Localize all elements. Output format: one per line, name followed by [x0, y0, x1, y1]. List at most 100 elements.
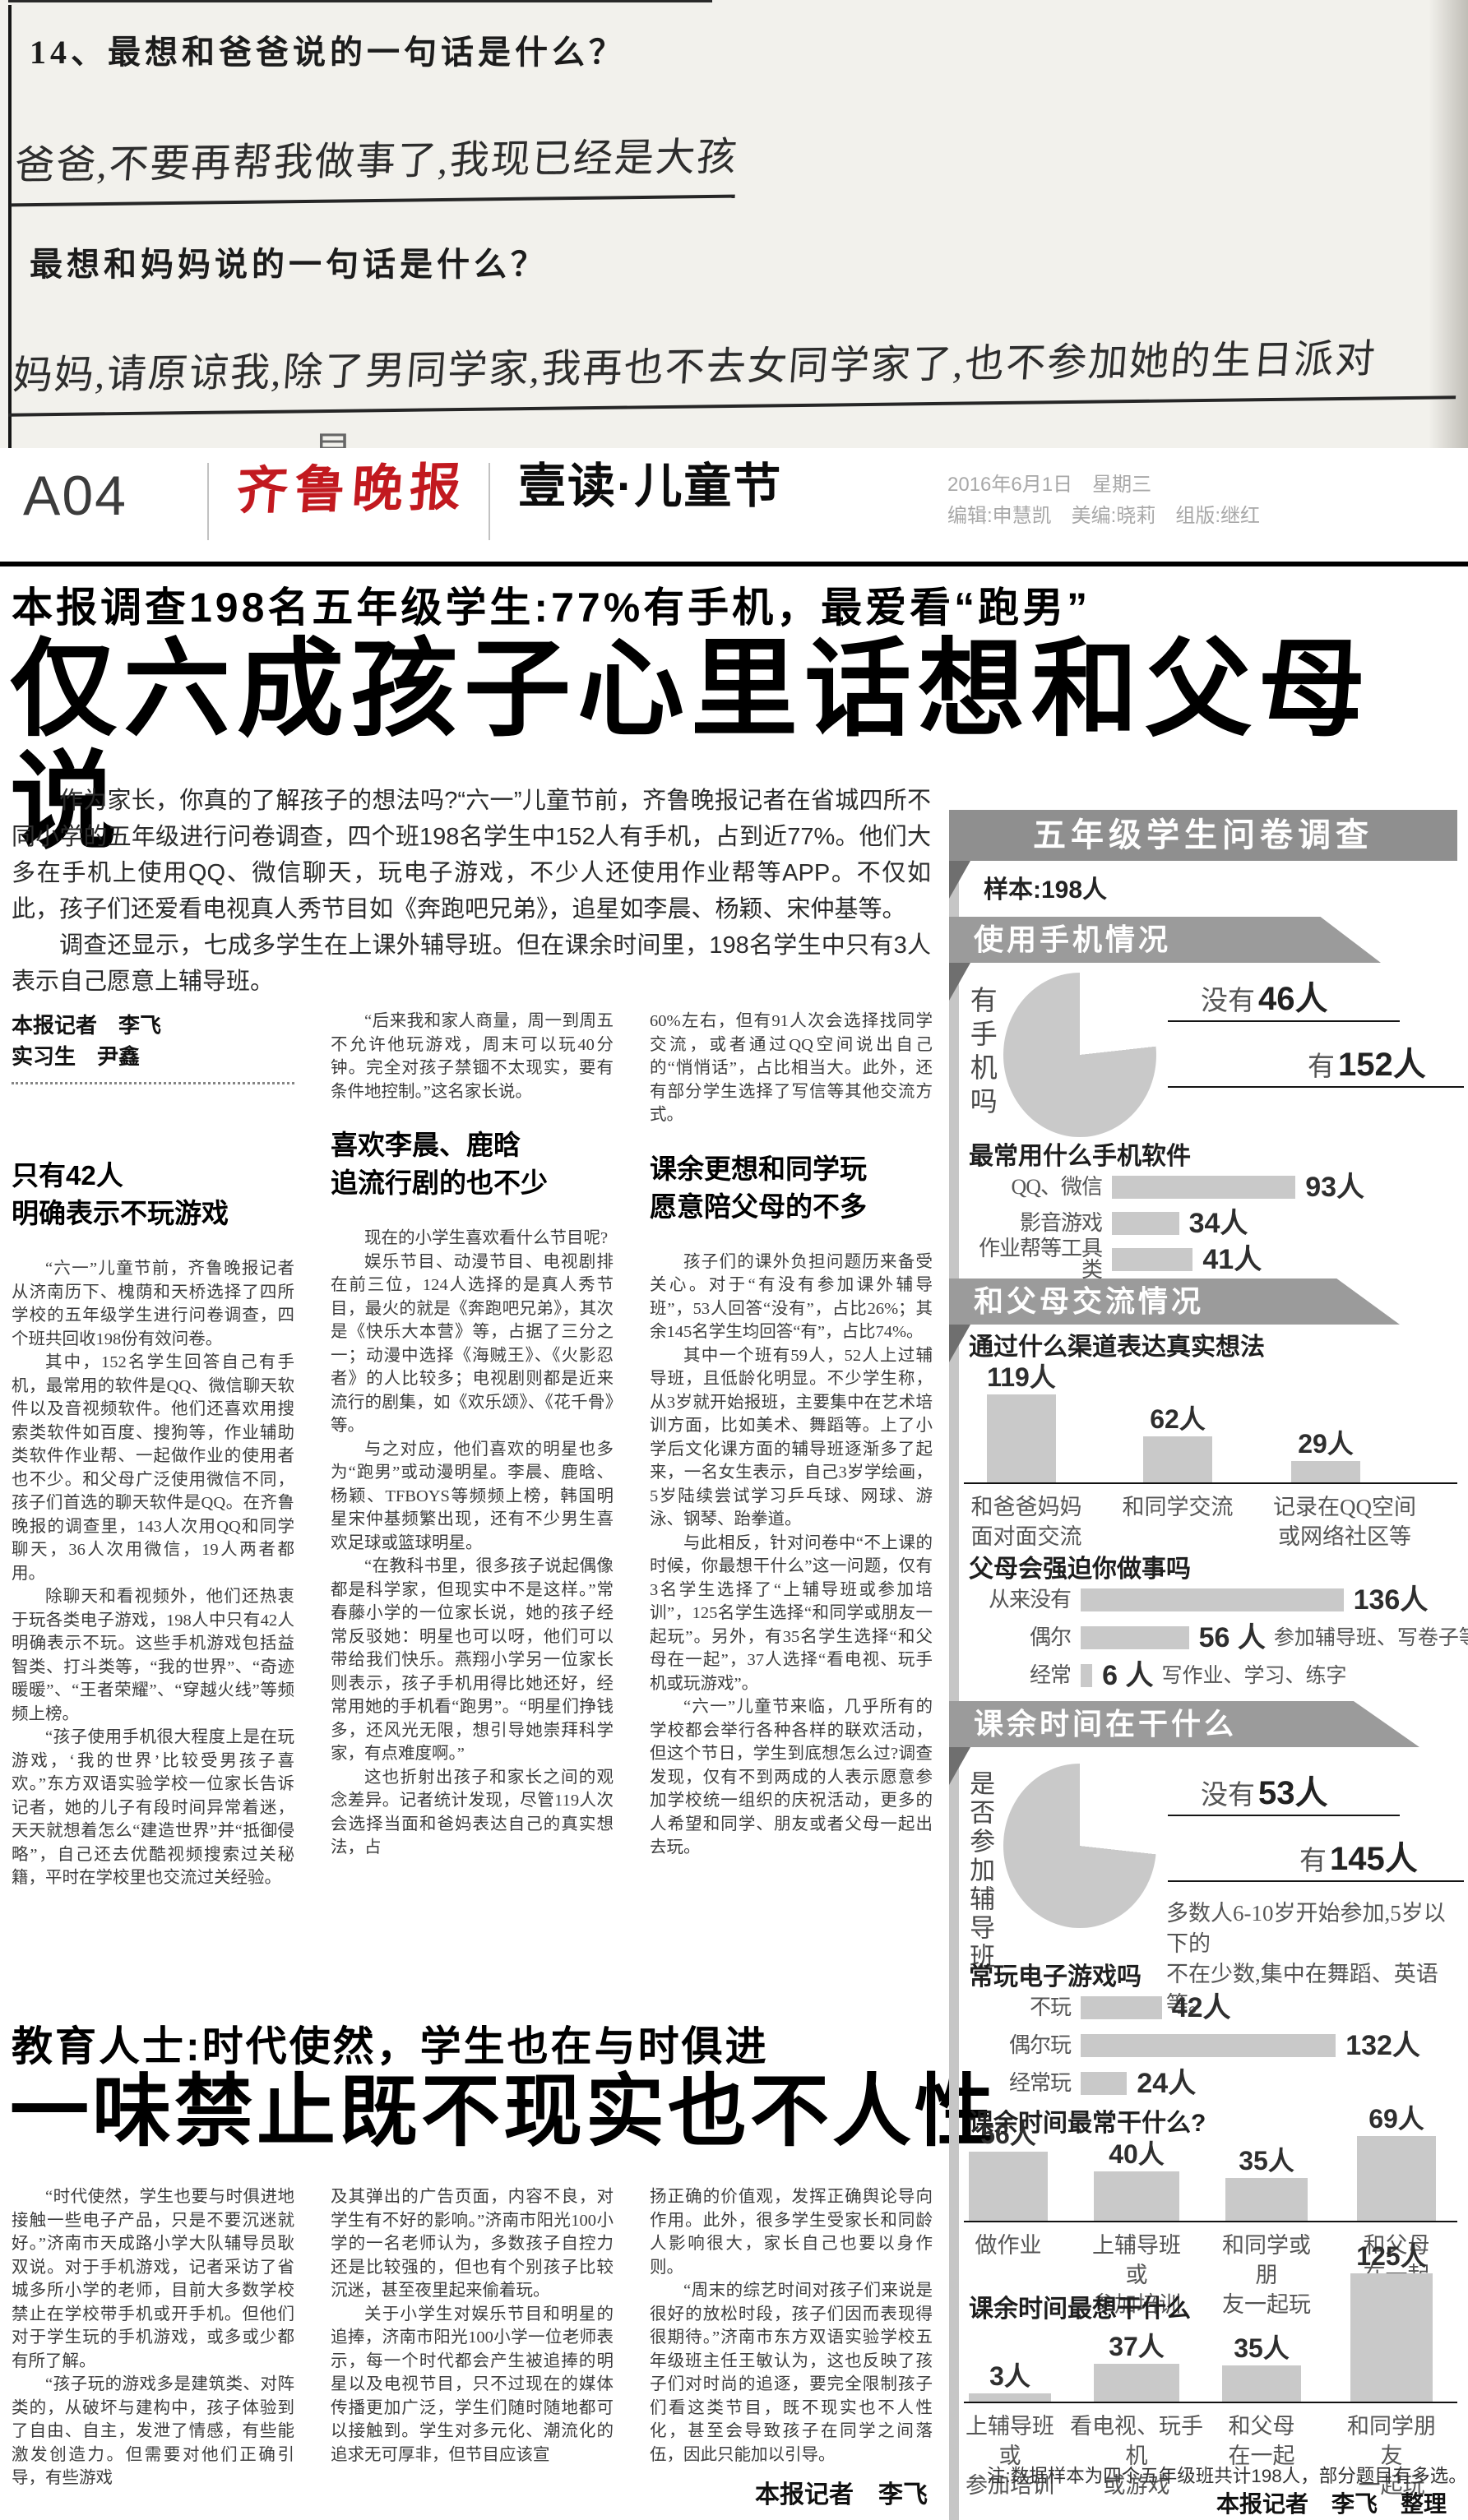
- bar-category-label: 上辅导班或 参加培训: [1092, 2233, 1181, 2317]
- masthead-divider: [207, 463, 209, 540]
- main-kicker: 本报调查198名五年级学生:77%有手机，最爱看“跑男”: [12, 585, 1091, 631]
- bar-row-force: 经常 6 人 写作业、学习、练字: [964, 1662, 1466, 1690]
- bar-value: 35人: [1234, 2333, 1290, 2364]
- sub-article-credit: 本报记者 李飞: [755, 2481, 928, 2508]
- bar-value: 40人: [1109, 2139, 1165, 2169]
- slice-label: 没有: [1201, 1781, 1255, 1810]
- bar-label: QQ、微信: [1011, 1175, 1103, 1199]
- bar: [1081, 1996, 1162, 2019]
- article-column-3: 60%左右，但有91人次会选择找同学交流，或者通过QQ空间说出自己的“悄悄话”，…: [650, 1010, 933, 2009]
- main-article-columns: 本报记者 李飞 实习生 尹鑫 只有42人 明确表示不玩游戏 “六一”儿童节前，齐…: [12, 1010, 933, 2009]
- vbar-group: 62人: [1143, 1406, 1212, 1482]
- pie-phone-no-label: 没有 46人: [1201, 983, 1328, 1015]
- bar-value: 132人: [1345, 2030, 1420, 2061]
- bar-category-label: 做作业: [975, 2233, 1042, 2258]
- vbar-group: 3人: [969, 2363, 1051, 2402]
- bar-value: 125人: [1356, 2240, 1427, 2271]
- wish-chart-title: 课余时间最想干什么: [969, 2296, 1191, 2323]
- vbar-group: 56人: [969, 2121, 1048, 2221]
- intro-paragraph: 作为家长，你真的了解孩子的想法吗?“六一”儿童节前，齐鲁晚报记者在省城四所不同小…: [12, 788, 931, 922]
- slice-value: 145人: [1330, 1841, 1418, 1877]
- bar-row-force: 偶尔 56 人 参加辅导班、写卷子等: [964, 1622, 1468, 1653]
- body-paragraph: 孩子们的课外负担问题历来备受关心。对于“有没有参加课外辅导班”，53人回答“没有…: [650, 1252, 933, 1342]
- paper-logo: 齐鲁晚报: [234, 460, 470, 520]
- bar-label: 偶尔玩: [1008, 2033, 1072, 2057]
- bar: [987, 1394, 1056, 1482]
- infographic-credit: 本报记者 李飞 整理: [1216, 2491, 1447, 2517]
- staff-line: 编辑:申慧凯 美编:晓莉 组版:继红: [947, 505, 1261, 527]
- chart-baseline: [964, 2221, 1457, 2222]
- col2-heading: 喜欢李晨、鹿晗 追流行剧的也不少: [331, 1130, 548, 1198]
- bar-value: 35人: [1239, 2145, 1294, 2176]
- page-rule: [0, 562, 1468, 566]
- body-paragraph: 娱乐节目、动漫节目、电视剧排在前三位，124人选择的是真人秀节目，最火的就是《奔…: [331, 1252, 614, 1436]
- pie-chart-tutoring: [1003, 1764, 1156, 1928]
- scan-question-dad: 14、最想和爸爸说的一句话是什么？: [30, 34, 626, 71]
- bar-row-apps: 作业帮等工具类 41人: [964, 1238, 1466, 1281]
- force-chart-title: 父母会强迫你做事吗: [969, 1556, 1191, 1583]
- bar-category-label: 看电视、玩手机 或游戏: [1070, 2414, 1203, 2498]
- body-paragraph: “六一”儿童节前，齐鲁晚报记者从济南历下、槐荫和天桥选择了四所学校的五年级学生进…: [12, 1260, 294, 1348]
- bar-value: 56 人: [1198, 1622, 1266, 1653]
- bar: [1081, 2034, 1336, 2057]
- infographic-note: 注:数据样本为四个五年级班共计198人，部分题目有多选。: [987, 2466, 1467, 2486]
- sub-kicker: 教育人士:时代使然，学生也在与时俱进: [12, 2023, 769, 2069]
- body-paragraph: 扬正确的价值观，发挥正确舆论导向作用。此外，很多学生受家长和同龄人影响很大，家长…: [650, 2188, 933, 2277]
- body-paragraph: 除聊天和看视频外，他们还热衷于玩各类电子游戏，198人中只有42人明确表示不玩。…: [12, 1588, 294, 1723]
- byline-intern: 实习生 尹鑫: [12, 1044, 141, 1069]
- article-column-1: 本报记者 李飞 实习生 尹鑫 只有42人 明确表示不玩游戏 “六一”儿童节前，齐…: [12, 1010, 294, 2009]
- usual-chart-title: 课余时间最常干什么?: [969, 2110, 1206, 2137]
- intro-block: 作为家长，你真的了解孩子的想法吗?“六一”儿童节前，齐鲁晚报记者在省城四所不同小…: [12, 783, 931, 1000]
- bar-label: 经常: [1029, 1663, 1072, 1687]
- banner-parent-communication: 和父母交流情况: [949, 1278, 1400, 1325]
- scan-left-rule: [8, 5, 12, 448]
- bar-value: 34人: [1188, 1208, 1248, 1239]
- bar-category-label: 上辅导班或 参加培训: [966, 2414, 1054, 2498]
- col3-heading: 课余更想和同学玩 愿意陪父母的不多: [650, 1153, 867, 1222]
- vbar-group: 35人: [1225, 2145, 1308, 2221]
- bar: [1291, 1460, 1360, 1482]
- bar: [1081, 2072, 1128, 2095]
- body-paragraph: “周末的综艺时间对孩子们来说是很好的放松时段，孩子们因而表现得很期待。”济南市东…: [650, 2282, 933, 2464]
- vbar-group: 35人: [1222, 2335, 1301, 2402]
- sub-headline: 一味禁止既不现实也不人性: [10, 2068, 997, 2156]
- bar-category-label: 和同学交流: [1122, 1495, 1234, 1519]
- banner-phone-usage: 使用手机情况: [949, 917, 1381, 963]
- body-paragraph: “后来我和家人商量，周一到周五不允许他玩游戏，周末可以玩40分钟。完全对孩子禁锢…: [331, 1012, 614, 1101]
- bar: [1112, 1176, 1296, 1199]
- body-paragraph: 与之对应，他们喜欢的明星也多为“跑男”或动漫明星。李晨、鹿晗、杨颖、TFBOYS…: [331, 1440, 614, 1552]
- pie-tutor-question: 是否参加辅导班: [966, 1770, 995, 1972]
- bar-value: 119人: [987, 1362, 1056, 1392]
- callout-line: [1168, 1815, 1400, 1816]
- bar-row-apps: 影音游戏 34人: [964, 1209, 1466, 1237]
- body-paragraph: “在教科书里，很多孩子说起偶像都是科学家，但现实中不是这样。”常春藤小学的一位家…: [331, 1557, 614, 1763]
- sample-size: 样本:198人: [984, 876, 1108, 904]
- scan-question-mom: 最想和妈妈说的一句话是什么？: [30, 246, 548, 283]
- bar-label: 从来没有: [988, 1588, 1072, 1611]
- masthead: A04 齐鲁晚报 壹读·儿童节 2016年6月1日 星期三 编辑:申慧凯 美编:…: [0, 448, 1468, 562]
- bar: [969, 2152, 1048, 2221]
- bar-category-label: 和爸爸妈妈 面对面交流: [970, 1495, 1082, 1549]
- bar-note: 参加辅导班、写卷子等: [1273, 1626, 1468, 1649]
- vbar-group: 29人: [1291, 1431, 1360, 1482]
- wedge-decoration: [949, 861, 970, 899]
- date-line: 2016年6月1日 星期三: [947, 474, 1152, 496]
- pie-chart-phone: [1003, 973, 1156, 1137]
- bar-category-label: 和同学朋友 一起玩: [1347, 2414, 1436, 2498]
- scan-answer-mom: 妈妈,请原谅我,除了男同学家,我再也不去女同学家了,也不参加她的生日派对: [8, 335, 1461, 417]
- bar-value: 136人: [1353, 1584, 1429, 1616]
- sub-column-1: “时代使然，学生也要与时俱进地接触一些电子产品，只是不要沉迷就好。”济南市天成路…: [12, 2185, 294, 2520]
- bar-row-apps: QQ、微信 93人: [964, 1173, 1466, 1201]
- bar-value: 41人: [1202, 1244, 1262, 1275]
- body-paragraph: 及其弹出的广告页面，内容不良，对学生有不好的影响。”济南市阳光100小学的一名老…: [331, 2188, 614, 2300]
- bar: [1225, 2177, 1308, 2221]
- body-paragraph: 其中一个班有59人，52人上过辅导班，且低龄化明显。不少学生称，从3岁就开始报班…: [650, 1346, 933, 1529]
- bar: [1112, 1248, 1193, 1271]
- edition-info: 2016年6月1日 星期三 编辑:申慧凯 美编:晓莉 组版:继红: [947, 469, 1260, 532]
- scan-top-rule: [8, 0, 712, 2]
- infographic-side-strip: [949, 861, 959, 2520]
- sub-article-columns: “时代使然，学生也要与时俱进地接触一些电子产品，只是不要沉迷就好。”济南市天成路…: [12, 2185, 933, 2520]
- bar-label: 影音游戏: [1019, 1211, 1103, 1235]
- bar-label: 作业帮等工具类: [978, 1237, 1103, 1282]
- vbar-group: 37人: [1094, 2333, 1179, 2402]
